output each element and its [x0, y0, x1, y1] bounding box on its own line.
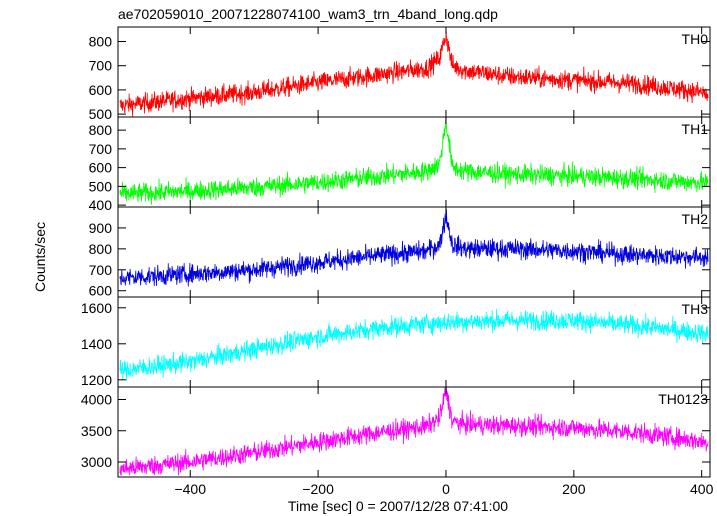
y-tick-label: 700	[89, 141, 113, 157]
y-tick-label: 1200	[81, 372, 112, 388]
y-tick-label: 600	[89, 283, 113, 299]
series-line-th0123	[119, 386, 709, 476]
x-tick-label: 200	[562, 481, 586, 497]
x-tick-label: 0	[442, 481, 450, 497]
panel-th2: 600 700 800 900 TH2	[89, 206, 711, 299]
x-axis-ticks: −400 −200 0 200 400	[174, 481, 713, 497]
y-tick-label: 800	[89, 241, 113, 257]
series-line-th3	[119, 308, 709, 382]
panel-th0: 500 600 700 800 TH0	[89, 26, 711, 122]
y-tick-label: 3000	[81, 454, 112, 470]
y-tick-label: 600	[89, 160, 113, 176]
y-tick-label: 1600	[81, 300, 112, 316]
panel-label-th0: TH0	[682, 31, 709, 47]
series-line-th0	[119, 30, 709, 118]
chart-title: ae702059010_20071228074100_wam3_trn_4ban…	[118, 6, 498, 22]
panel-label-th2: TH2	[682, 211, 709, 227]
series-line-th1	[119, 116, 709, 205]
y-tick-label: 800	[89, 34, 113, 50]
y-tick-label: 3500	[81, 423, 112, 439]
panel-label-th3: TH3	[682, 301, 709, 317]
panel-frame	[117, 296, 711, 388]
y-tick-label: 500	[89, 178, 113, 194]
y-axis-label: Counts/sec	[32, 222, 48, 292]
panel-th0123: 3000 3500 4000 TH0123	[81, 386, 711, 478]
y-tick-label: 400	[89, 197, 113, 213]
y-tick-label: 600	[89, 82, 113, 98]
y-tick-label: 900	[89, 220, 113, 236]
panels-group: 500 600 700 800 TH0 400 500 600 700 800 TH1 600 700 8…	[81, 26, 711, 478]
x-tick-label: −200	[302, 481, 334, 497]
y-tick-label: 700	[89, 262, 113, 278]
y-tick-label: 700	[89, 58, 113, 74]
y-tick-label: 800	[89, 122, 113, 138]
panel-th1: 400 500 600 700 800 TH1	[89, 116, 711, 213]
x-axis-label: Time [sec] 0 = 2007/12/28 07:41:00	[288, 498, 508, 514]
y-tick-label: 1400	[81, 336, 112, 352]
x-tick-label: −400	[174, 481, 206, 497]
panel-frame	[117, 386, 711, 478]
x-tick-label: 400	[690, 481, 714, 497]
y-tick-label: 4000	[81, 392, 112, 408]
panel-label-th1: TH1	[682, 121, 709, 137]
series-line-th2	[119, 209, 709, 287]
panel-label-th0123: TH0123	[658, 391, 708, 407]
panel-th3: 1200 1400 1600 TH3	[81, 296, 711, 388]
y-tick-label: 500	[89, 106, 113, 122]
